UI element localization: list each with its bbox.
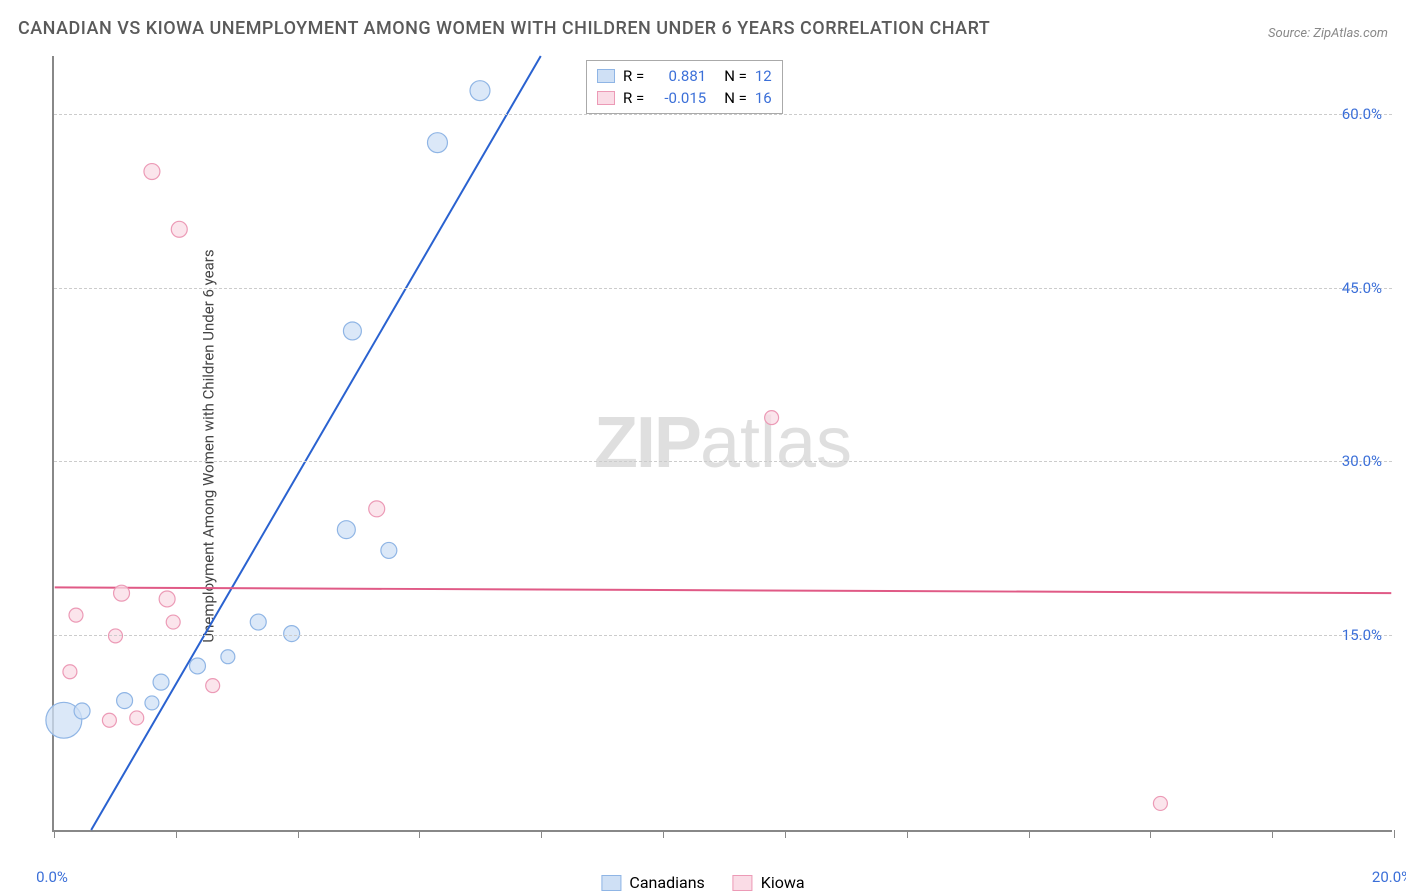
legend-swatch (601, 875, 621, 891)
x-tick (1150, 830, 1151, 838)
data-point (470, 81, 490, 101)
legend-label: Canadians (629, 873, 704, 892)
n-label: N = (724, 67, 747, 85)
data-point (114, 585, 130, 601)
data-point (250, 614, 266, 630)
x-tick (785, 830, 786, 838)
data-point (190, 658, 206, 674)
source-attribution: Source: ZipAtlas.com (1268, 26, 1388, 41)
x-tick (176, 830, 177, 838)
stats-row: R = 0.881 N = 12 (597, 65, 772, 87)
data-point (1153, 796, 1167, 810)
chart-title: CANADIAN VS KIOWA UNEMPLOYMENT AMONG WOM… (18, 18, 990, 39)
data-point (337, 521, 355, 539)
bottom-legend: Canadians Kiowa (601, 873, 804, 892)
gridline-horizontal (54, 635, 1392, 636)
data-point (166, 615, 180, 629)
r-value: -0.015 (652, 89, 706, 107)
data-point (63, 665, 77, 679)
y-tick-label: 30.0% (1342, 452, 1382, 470)
stats-legend-box: R = 0.881 N = 12 R = -0.015 N = 16 (586, 60, 783, 114)
x-tick (663, 830, 664, 838)
gridline-horizontal (54, 114, 1392, 115)
x-tick (1394, 830, 1395, 838)
legend-label: Kiowa (761, 873, 805, 892)
x-tick-label: 20.0% (1372, 868, 1406, 886)
stats-row: R = -0.015 N = 16 (597, 87, 772, 109)
data-point (343, 322, 361, 340)
gridline-horizontal (54, 461, 1392, 462)
data-point (765, 411, 779, 425)
data-point (159, 591, 175, 607)
x-tick (1029, 830, 1030, 838)
x-tick (541, 830, 542, 838)
data-point (69, 608, 83, 622)
series-swatch (597, 69, 615, 83)
data-point (117, 693, 133, 709)
gridline-horizontal (54, 288, 1392, 289)
data-point (206, 679, 220, 693)
x-tick-label: 0.0% (36, 868, 68, 886)
y-tick-label: 60.0% (1342, 105, 1382, 123)
plot-area: ZIPatlas R =0.881N =12R =-0.015N =16 15.… (52, 56, 1392, 832)
data-point (427, 133, 447, 153)
y-tick-label: 45.0% (1342, 279, 1382, 297)
data-point (74, 703, 90, 719)
n-value: 16 (755, 89, 772, 107)
r-label: R = (623, 67, 644, 85)
y-tick-label: 15.0% (1342, 626, 1382, 644)
n-value: 12 (755, 67, 772, 85)
chart-svg (54, 56, 1392, 830)
legend-swatch (733, 875, 753, 891)
data-point (171, 221, 187, 237)
legend-item: Kiowa (733, 873, 805, 892)
legend-item: Canadians (601, 873, 704, 892)
data-point (144, 164, 160, 180)
n-label: N = (724, 89, 747, 107)
r-label: R = (623, 89, 644, 107)
data-point (153, 674, 169, 690)
data-point (102, 713, 116, 727)
data-point (369, 501, 385, 517)
data-point (145, 696, 159, 710)
x-tick (907, 830, 908, 838)
r-value: 0.881 (652, 67, 706, 85)
data-point (130, 711, 144, 725)
data-point (381, 542, 397, 558)
x-tick (1272, 830, 1273, 838)
series-swatch (597, 91, 615, 105)
x-tick (54, 830, 55, 838)
regression-line (55, 587, 1392, 593)
x-tick (419, 830, 420, 838)
x-tick (298, 830, 299, 838)
data-point (284, 626, 300, 642)
data-point (221, 650, 235, 664)
